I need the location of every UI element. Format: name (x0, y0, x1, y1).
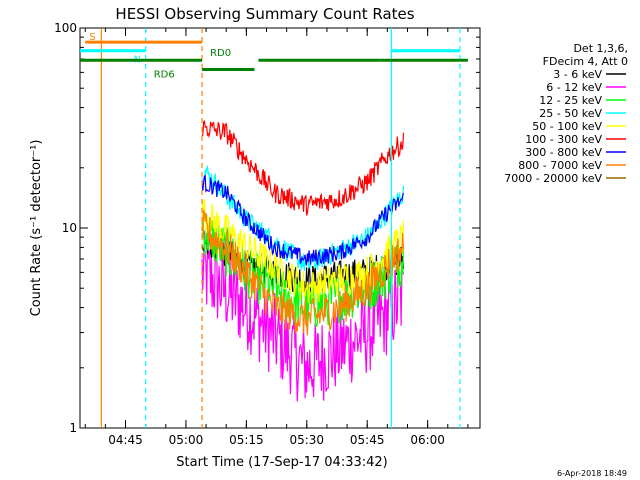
series-line (201, 174, 405, 266)
legend-entry: 6 - 12 keV (546, 81, 602, 94)
legend-entry: 800 - 7000 keV (518, 159, 602, 172)
annotation-label: S (89, 32, 95, 43)
x-tick-label: 05:45 (350, 433, 385, 447)
series-line (201, 231, 405, 402)
legend-entry: 3 - 6 keV (553, 68, 602, 81)
series-line (201, 210, 405, 336)
y-tick-label: 100 (54, 21, 77, 35)
legend-entry: 50 - 100 keV (532, 120, 602, 133)
legend-entry: 100 - 300 keV (525, 133, 602, 146)
x-tick-label: 05:00 (169, 433, 204, 447)
plot-area (201, 119, 405, 402)
legend-entry: 12 - 25 keV (539, 94, 602, 107)
series-line (201, 119, 405, 216)
axes: 1 10 100 04:45 05:00 05:15 05:30 05:45 06:00 (54, 21, 481, 447)
annotations: SNRD0RD6 (80, 28, 468, 428)
x-tick-label: 05:15 (229, 433, 264, 447)
y-tick-label: 10 (62, 221, 77, 235)
x-tick-label: 06:00 (410, 433, 445, 447)
x-tick-label: 04:45 (108, 433, 143, 447)
x-tick-label: 05:30 (289, 433, 324, 447)
annotation-label: RD0 (210, 48, 231, 59)
chart-title: HESSI Observing Summary Count Rates (115, 5, 414, 23)
legend-header: FDecim 4, Att 0 (543, 55, 628, 68)
annotation-label: RD6 (154, 70, 175, 81)
legend-entry: 7000 - 20000 keV (504, 172, 602, 185)
footer-timestamp: 6-Apr-2018 18:49 (557, 469, 627, 478)
legend-header: Det 1,3,6, (573, 42, 628, 55)
legend-entry: 300 - 800 keV (525, 146, 602, 159)
x-axis-label: Start Time (17-Sep-17 04:33:42) (176, 455, 387, 470)
legend-entry: 25 - 50 keV (539, 107, 602, 120)
y-axis-label: Count Rate (s⁻¹ detector⁻¹) (29, 140, 44, 317)
plot-frame (79, 27, 481, 429)
y-tick-label: 1 (69, 421, 77, 435)
